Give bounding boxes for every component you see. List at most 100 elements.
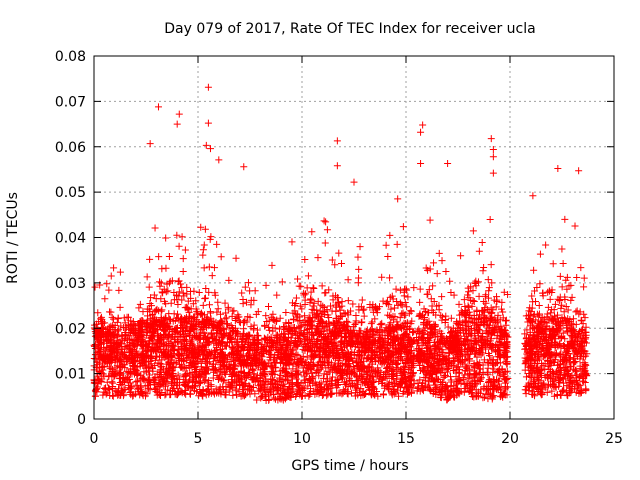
data-point [200, 264, 208, 272]
data-point [556, 272, 564, 280]
data-point [109, 315, 117, 323]
data-point [250, 321, 258, 329]
data-point [301, 290, 309, 298]
data-point [178, 233, 186, 241]
y-axis-label: ROTI / TECUs [5, 192, 21, 284]
data-point [240, 325, 248, 333]
data-point [435, 249, 443, 257]
data-point [480, 264, 488, 272]
data-point [210, 354, 218, 362]
data-point [181, 246, 189, 254]
data-point [344, 276, 352, 284]
data-point [356, 243, 364, 251]
data-point [410, 284, 418, 292]
data-point [190, 287, 198, 295]
data-point [300, 289, 308, 297]
data-point [347, 307, 355, 315]
data-point [416, 298, 424, 306]
data-point [354, 253, 362, 261]
data-point [580, 283, 588, 291]
data-point [426, 216, 434, 224]
data-point [288, 238, 296, 246]
data-point [395, 392, 403, 400]
data-point [213, 240, 221, 248]
data-point [457, 252, 465, 260]
data-point [399, 223, 407, 231]
data-point [268, 261, 276, 269]
data-point [199, 301, 207, 309]
data-point [165, 253, 173, 261]
data-point [303, 284, 311, 292]
data-point [214, 305, 222, 313]
data-point [201, 225, 209, 233]
data-point [460, 296, 468, 304]
data-point [214, 298, 222, 306]
data-point [314, 254, 322, 262]
data-point [320, 217, 328, 225]
data-point [292, 294, 300, 302]
data-point [135, 304, 143, 312]
data-point [384, 253, 392, 261]
data-point [183, 283, 191, 291]
data-point [338, 259, 346, 267]
data-point [355, 265, 363, 273]
data-point [116, 303, 124, 311]
data-point [105, 286, 113, 294]
data-point [103, 280, 111, 288]
data-point [327, 302, 335, 310]
data-point [487, 261, 495, 269]
data-point [354, 279, 362, 287]
data-point [157, 279, 165, 287]
data-point [221, 315, 229, 323]
data-point [265, 396, 273, 404]
data-point [404, 293, 412, 301]
data-point [158, 265, 166, 273]
data-point [323, 226, 331, 234]
data-point [486, 216, 494, 224]
data-point [567, 296, 575, 304]
data-point [393, 298, 401, 306]
data-point [321, 239, 329, 247]
data-points [90, 83, 591, 404]
data-point [201, 295, 209, 303]
data-point [559, 260, 567, 268]
data-point [530, 266, 538, 274]
data-point [232, 254, 240, 262]
data-point [179, 255, 187, 263]
data-point [199, 246, 207, 254]
data-point [378, 273, 386, 281]
data-point [358, 296, 366, 304]
data-point [403, 303, 411, 311]
data-point [433, 270, 441, 278]
data-point [222, 309, 230, 317]
data-point [484, 276, 492, 284]
data-point [208, 272, 216, 280]
data-point [185, 308, 193, 316]
data-point [437, 311, 445, 319]
data-point [145, 283, 153, 291]
chart-title: Day 079 of 2017, Rate Of TEC Index for r… [164, 21, 535, 37]
data-point [206, 235, 214, 243]
data-point [199, 251, 207, 259]
data-point [331, 261, 339, 269]
data-point [143, 273, 151, 281]
data-point [155, 253, 163, 261]
data-point [136, 300, 144, 308]
data-point [438, 257, 446, 265]
data-point [146, 255, 154, 263]
grid-lines [94, 56, 614, 419]
data-point [295, 282, 303, 290]
data-point [101, 295, 109, 303]
data-point [205, 301, 213, 309]
data-point [295, 386, 303, 394]
data-point [225, 276, 233, 284]
data-point [430, 259, 438, 267]
data-point [115, 286, 123, 294]
data-point [174, 371, 182, 379]
data-point [210, 264, 218, 272]
data-point [393, 240, 401, 248]
data-point [442, 268, 450, 276]
data-point [409, 329, 417, 337]
data-point [307, 295, 315, 303]
data-point [367, 320, 375, 328]
